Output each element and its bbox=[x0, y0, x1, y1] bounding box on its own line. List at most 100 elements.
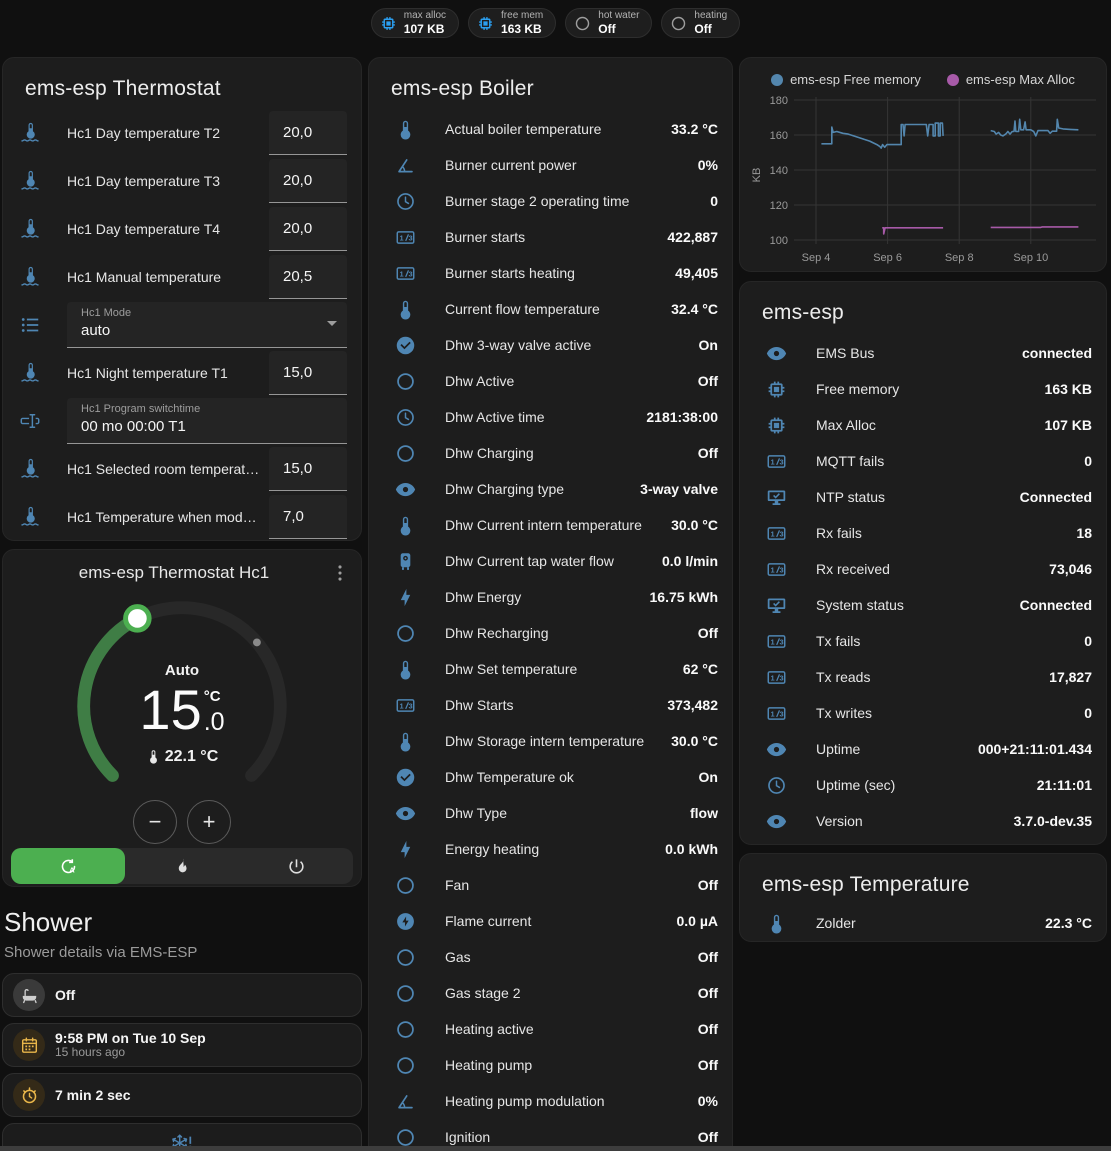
circle-outline-icon bbox=[397, 624, 414, 642]
entity-label: Gas stage 2 bbox=[445, 985, 521, 1001]
status-badge[interactable]: free mem 163 KB bbox=[468, 8, 557, 38]
entity-row[interactable]: 1 3 Tx reads 17,827 bbox=[740, 659, 1106, 695]
hvac-mode-heat[interactable] bbox=[125, 848, 239, 884]
thermometer-water-icon bbox=[19, 362, 41, 384]
dots-vertical-icon[interactable] bbox=[329, 562, 351, 584]
field-value: auto bbox=[81, 322, 111, 339]
circle-outline-icon bbox=[395, 983, 416, 1004]
entity-row[interactable]: Dhw Active Off bbox=[369, 363, 732, 399]
entity-row[interactable]: Fan Off bbox=[369, 867, 732, 903]
entity-row[interactable]: Version 3.7.0-dev.35 bbox=[740, 803, 1106, 839]
entity-row[interactable]: Dhw Storage intern temperature 30.0 °C bbox=[369, 723, 732, 759]
entity-row[interactable]: EMS Bus connected bbox=[740, 335, 1106, 371]
hvac-mode-auto[interactable]: A bbox=[11, 848, 125, 884]
entity-row[interactable]: 1 3 Rx fails 18 bbox=[740, 515, 1106, 551]
entity-row[interactable]: 1 3 Burner starts 422,887 bbox=[369, 219, 732, 255]
mode-select[interactable]: Hc1 Mode auto bbox=[67, 302, 347, 348]
entity-row[interactable]: Dhw Current intern temperature 30.0 °C bbox=[369, 507, 732, 543]
legend-item[interactable]: ems-esp Max Alloc bbox=[946, 72, 1075, 87]
number-input[interactable]: 15,0 bbox=[269, 447, 347, 491]
status-badge[interactable]: max alloc 107 KB bbox=[370, 8, 460, 38]
number-input[interactable]: 20,0 bbox=[269, 207, 347, 251]
number-input[interactable]: 20,0 bbox=[269, 159, 347, 203]
circle-outline-icon bbox=[672, 16, 686, 30]
thermometer-icon bbox=[400, 300, 411, 319]
entity-value: 3-way valve bbox=[640, 481, 718, 497]
entity-row[interactable]: Dhw Recharging Off bbox=[369, 615, 732, 651]
legend-dot bbox=[771, 73, 784, 86]
shower-tile[interactable]: 9:58 PM on Tue 10 Sep 15 hours ago bbox=[2, 1023, 362, 1067]
timer-icon bbox=[22, 1086, 36, 1103]
entity-row[interactable]: Energy heating 0.0 kWh bbox=[369, 831, 732, 867]
entity-label: Dhw Storage intern temperature bbox=[445, 733, 645, 749]
entity-row[interactable]: Dhw Active time 2181:38:00 bbox=[369, 399, 732, 435]
entity-row[interactable]: 1 3 Tx fails 0 bbox=[740, 623, 1106, 659]
entity-row[interactable]: 1 3 Dhw Starts 373,482 bbox=[369, 687, 732, 723]
circle-outline-icon bbox=[395, 1127, 416, 1148]
horizontal-scrollbar[interactable] bbox=[0, 1146, 1111, 1151]
entity-row[interactable]: Dhw Charging Off bbox=[369, 435, 732, 471]
entity-label: Burner stage 2 operating time bbox=[445, 193, 630, 209]
list-icon bbox=[21, 318, 39, 332]
entity-row[interactable]: Current flow temperature 32.4 °C bbox=[369, 291, 732, 327]
entity-row[interactable]: Max Alloc 107 KB bbox=[740, 407, 1106, 443]
entity-row[interactable]: Ignition Off bbox=[369, 1119, 732, 1151]
text-input[interactable]: Hc1 Program switchtime 00 mo 00:00 T1 bbox=[67, 398, 347, 444]
legend-item[interactable]: ems-esp Free memory bbox=[771, 72, 921, 87]
entity-row[interactable]: Gas Off bbox=[369, 939, 732, 975]
entity-row[interactable]: Gas stage 2 Off bbox=[369, 975, 732, 1011]
entity-row[interactable]: 1 3 MQTT fails 0 bbox=[740, 443, 1106, 479]
entity-label: EMS Bus bbox=[816, 345, 875, 361]
entity-row[interactable]: 1 3 Burner starts heating 49,405 bbox=[369, 255, 732, 291]
number-input[interactable]: 7,0 bbox=[269, 495, 347, 539]
entity-row[interactable]: Dhw Set temperature 62 °C bbox=[369, 651, 732, 687]
entity-row[interactable]: Uptime 000+21:11:01.434 bbox=[740, 731, 1106, 767]
setting-row: Hc1 Day temperature T2 20,0 bbox=[3, 109, 361, 157]
shower-tile[interactable]: Off bbox=[2, 973, 362, 1017]
entity-row[interactable]: 1 3 Rx received 73,046 bbox=[740, 551, 1106, 587]
thermometer-water-icon bbox=[21, 122, 39, 142]
entity-row[interactable]: NTP status Connected bbox=[740, 479, 1106, 515]
number-input[interactable]: 20,0 bbox=[269, 111, 347, 155]
entity-row[interactable]: 1 3 Tx writes 0 bbox=[740, 695, 1106, 731]
hvac-mode-off[interactable] bbox=[239, 848, 353, 884]
circle-outline-icon bbox=[395, 947, 416, 968]
temp-decrease-button[interactable]: − bbox=[133, 800, 177, 844]
number-input[interactable]: 20,5 bbox=[269, 255, 347, 299]
entity-row[interactable]: Dhw Charging type 3-way valve bbox=[369, 471, 732, 507]
entity-row[interactable]: Dhw Current tap water flow 0.0 l/min bbox=[369, 543, 732, 579]
entity-row[interactable]: Flame current 0.0 µA bbox=[369, 903, 732, 939]
flash-circle-icon bbox=[395, 911, 416, 932]
entity-row[interactable]: Uptime (sec) 21:11:01 bbox=[740, 767, 1106, 803]
entity-row[interactable]: Dhw 3-way valve active On bbox=[369, 327, 732, 363]
entity-row[interactable]: Heating pump modulation 0% bbox=[369, 1083, 732, 1119]
status-badge[interactable]: hot water Off bbox=[565, 8, 653, 38]
thermometer-water-icon bbox=[21, 266, 39, 286]
number-input[interactable]: 15,0 bbox=[269, 351, 347, 395]
entity-row[interactable]: Heating pump Off bbox=[369, 1047, 732, 1083]
entity-row[interactable]: Dhw Type flow bbox=[369, 795, 732, 831]
entity-value: Off bbox=[697, 445, 718, 461]
dial-target-knob[interactable] bbox=[123, 604, 152, 633]
entity-value: Off bbox=[697, 877, 718, 893]
setting-row: Hc1 Day temperature T4 20,0 bbox=[3, 205, 361, 253]
entity-row[interactable]: Dhw Temperature ok On bbox=[369, 759, 732, 795]
badge-label: free mem bbox=[501, 10, 544, 21]
entity-row[interactable]: Dhw Energy 16.75 kWh bbox=[369, 579, 732, 615]
entity-row[interactable]: Burner stage 2 operating time 0 bbox=[369, 183, 732, 219]
entity-row[interactable]: Actual boiler temperature 33.2 °C bbox=[369, 111, 732, 147]
temp-increase-button[interactable]: + bbox=[187, 800, 231, 844]
entity-row[interactable]: Zolder 22.3 °C bbox=[740, 905, 1106, 941]
entity-row[interactable]: Free memory 163 KB bbox=[740, 371, 1106, 407]
shower-tile[interactable]: 7 min 2 sec bbox=[2, 1073, 362, 1117]
entity-row[interactable]: System status Connected bbox=[740, 587, 1106, 623]
clock-icon bbox=[397, 408, 414, 426]
entity-row[interactable]: Burner current power 0% bbox=[369, 147, 732, 183]
entity-row[interactable]: Heating active Off bbox=[369, 1011, 732, 1047]
thermostat-dial-arc[interactable] bbox=[66, 590, 298, 822]
thermometer-water-icon bbox=[21, 458, 39, 478]
entity-label: Uptime bbox=[816, 741, 861, 757]
status-badge[interactable]: heating Off bbox=[661, 8, 741, 38]
